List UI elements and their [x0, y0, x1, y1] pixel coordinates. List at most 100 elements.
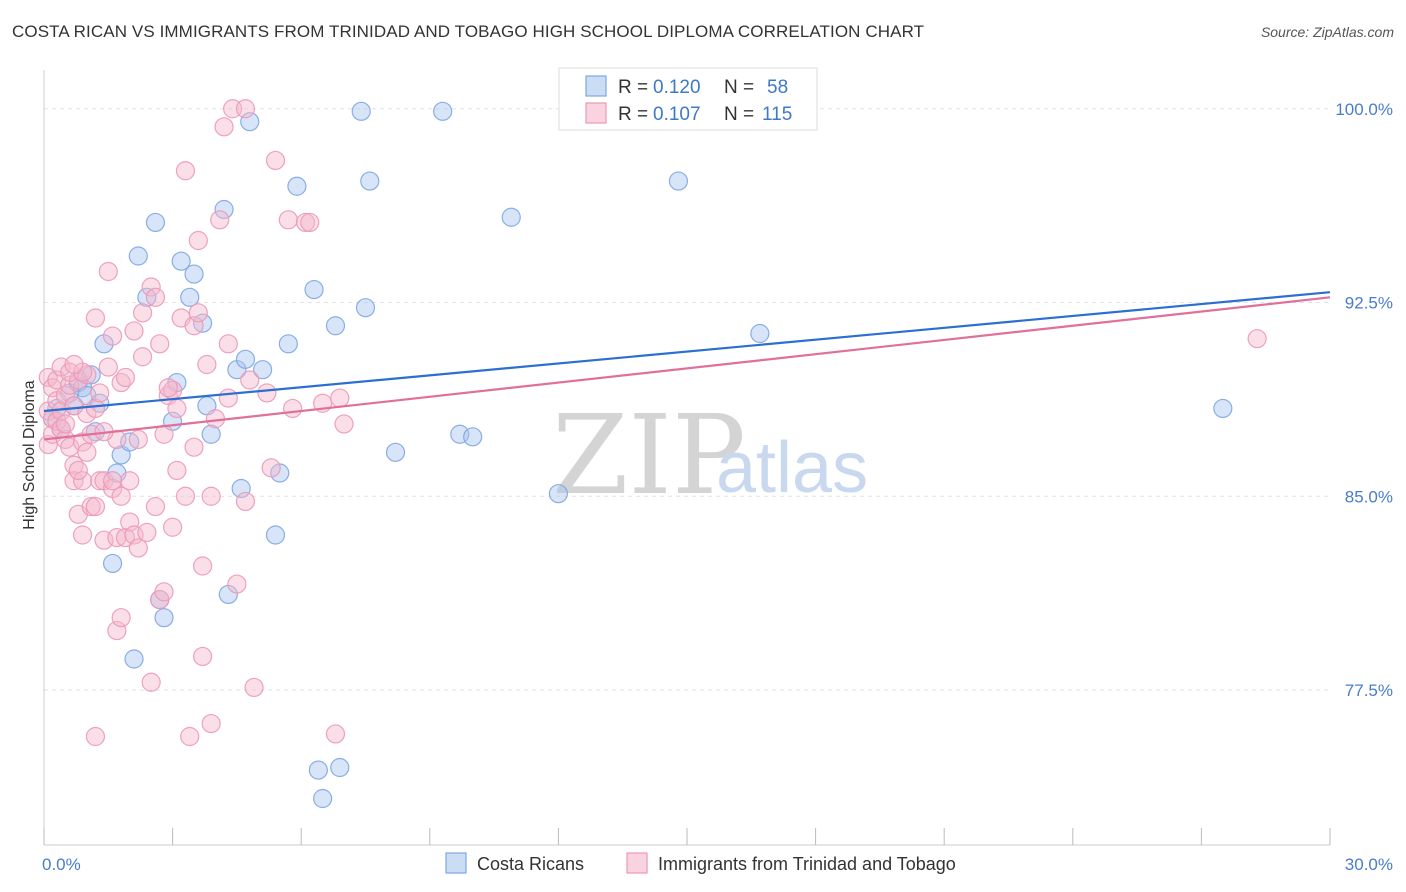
watermark-atlas: atlas: [716, 428, 868, 508]
point-trinidad-tobago-76: [193, 556, 213, 576]
point-trinidad-tobago-36: [98, 261, 118, 282]
point-trinidad-tobago-105: [132, 347, 153, 367]
point-trinidad-tobago-93: [265, 150, 286, 171]
point-trinidad-tobago-14: [60, 437, 80, 457]
y-tick-label-1: 85.0%: [1345, 487, 1393, 506]
stats-legend: R = 0.120 N = 58 R = 0.107 N = 115: [558, 67, 818, 131]
point-trinidad-tobago-70: [180, 726, 200, 747]
legend-r-label-2: R =: [618, 104, 648, 125]
legend-r-label-1: R =: [618, 77, 648, 98]
trend-lines: [43, 291, 1331, 441]
point-trinidad-tobago-57: [141, 672, 161, 692]
point-costa-ricans-53: [548, 484, 569, 504]
legend-n-label-2: N =: [724, 104, 754, 125]
point-trinidad-tobago-86: [227, 574, 247, 594]
series-trinidad-tobago: [38, 99, 1267, 747]
point-trinidad-tobago-82: [214, 117, 234, 137]
y-tick-labels: 77.5% 85.0% 92.5% 100.0%: [1335, 100, 1393, 700]
point-trinidad-tobago-78: [201, 713, 221, 734]
point-trinidad-tobago-73: [188, 230, 208, 251]
point-trinidad-tobago-47: [115, 367, 136, 388]
point-trinidad-tobago-22: [72, 525, 93, 545]
point-trinidad-tobago-77: [197, 354, 217, 375]
point-trinidad-tobago-43: [111, 608, 131, 628]
bottom-legend-swatch-blue: [445, 852, 467, 874]
point-trinidad-tobago-55: [137, 522, 157, 543]
point-trinidad-tobago-29: [85, 496, 106, 517]
point-trinidad-tobago-84: [218, 334, 238, 354]
point-costa-ricans-47: [360, 171, 380, 191]
point-trinidad-tobago-49: [120, 471, 140, 491]
point-costa-ricans-11: [102, 553, 123, 574]
x-tick-label-min: 0.0%: [42, 855, 81, 874]
trend-line-trinidad-tobago: [43, 296, 1331, 441]
legend-n-value-1: 58: [767, 77, 788, 98]
point-trinidad-tobago-31: [85, 308, 106, 328]
point-costa-ricans-42: [313, 788, 333, 809]
watermark: ZIP atlas: [552, 391, 868, 519]
point-trinidad-tobago-114: [1247, 329, 1267, 349]
point-trinidad-tobago-110: [85, 726, 106, 747]
point-trinidad-tobago-27: [81, 496, 101, 517]
point-trinidad-tobago-66: [167, 460, 187, 481]
point-trinidad-tobago-83: [218, 388, 238, 408]
y-tick-label-0: 77.5%: [1345, 681, 1393, 700]
point-costa-ricans-39: [287, 176, 307, 196]
source-credit: Source: ZipAtlas.com: [1260, 24, 1394, 40]
point-costa-ricans-40: [304, 279, 324, 300]
point-costa-ricans-33: [235, 349, 256, 369]
point-trinidad-tobago-58: [145, 287, 166, 307]
point-trinidad-tobago-106: [158, 378, 178, 398]
point-trinidad-tobago-38: [102, 326, 123, 346]
point-trinidad-tobago-95: [283, 398, 303, 419]
point-costa-ricans-20: [154, 608, 174, 628]
point-costa-ricans-25: [184, 264, 204, 284]
point-costa-ricans-24: [180, 287, 200, 307]
point-costa-ricans-35: [253, 360, 273, 380]
point-trinidad-tobago-89: [240, 370, 260, 390]
point-trinidad-tobago-88: [235, 491, 256, 512]
point-trinidad-tobago-51: [124, 321, 144, 341]
chart-title: COSTA RICAN VS IMMIGRANTS FROM TRINIDAD …: [12, 22, 925, 41]
watermark-zip: ZIP: [552, 391, 746, 519]
point-trinidad-tobago-53: [128, 538, 148, 558]
point-trinidad-tobago-111: [145, 496, 166, 517]
point-costa-ricans-56: [1213, 398, 1233, 419]
point-trinidad-tobago-21: [72, 471, 93, 491]
point-costa-ricans-55: [750, 323, 770, 344]
point-trinidad-tobago-101: [334, 414, 354, 434]
legend-r-value-1: 0.120: [653, 77, 701, 98]
legend-swatch-pink: [585, 102, 607, 124]
point-trinidad-tobago-99: [325, 724, 346, 744]
point-trinidad-tobago-97: [300, 212, 320, 233]
point-costa-ricans-36: [265, 525, 286, 545]
x-tick-label-max: 30.0%: [1345, 855, 1393, 874]
point-costa-ricans-45: [351, 101, 371, 121]
point-trinidad-tobago-33: [90, 383, 110, 403]
point-costa-ricans-18: [145, 212, 166, 233]
point-costa-ricans-29: [214, 199, 234, 220]
point-costa-ricans-16: [128, 246, 148, 266]
point-trinidad-tobago-90: [244, 677, 264, 698]
bottom-legend-costa-ricans: Costa Ricans: [477, 854, 584, 874]
point-trinidad-tobago-92: [261, 458, 281, 478]
point-trinidad-tobago-75: [193, 646, 213, 667]
point-costa-ricans-44: [330, 757, 350, 778]
point-trinidad-tobago-96: [295, 212, 316, 233]
point-costa-ricans-51: [463, 427, 483, 447]
y-tick-label-2: 92.5%: [1345, 294, 1393, 313]
point-trinidad-tobago-109: [64, 354, 84, 375]
point-trinidad-tobago-30: [85, 398, 106, 419]
legend-n-label-1: N =: [724, 77, 754, 98]
point-trinidad-tobago-25: [77, 442, 97, 462]
point-trinidad-tobago-68: [175, 161, 196, 181]
point-trinidad-tobago-91: [257, 383, 277, 403]
point-trinidad-tobago-37: [98, 357, 118, 377]
point-trinidad-tobago-87: [235, 99, 256, 119]
point-trinidad-tobago-79: [201, 486, 221, 506]
trend-line-costa-ricans: [43, 291, 1331, 413]
bottom-legend-swatch-pink: [626, 852, 648, 874]
point-trinidad-tobago-94: [278, 210, 298, 230]
point-trinidad-tobago-59: [150, 334, 170, 354]
